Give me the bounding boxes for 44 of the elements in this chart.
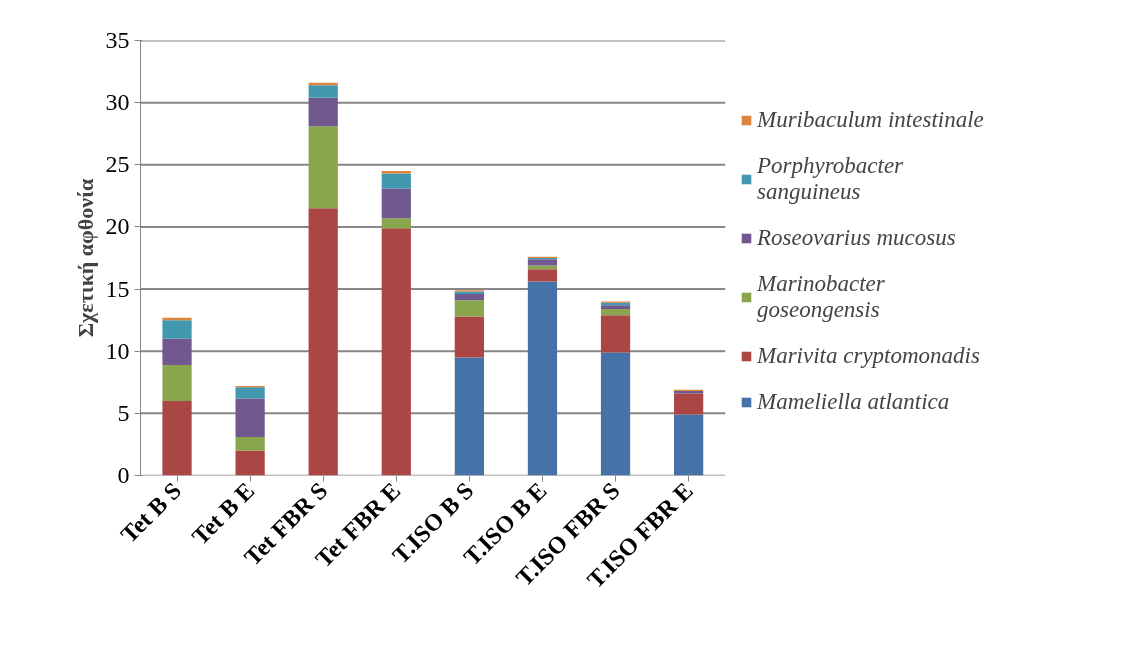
- bar: [381, 188, 411, 219]
- legend-label: Marinobacter goseongensis: [757, 271, 885, 323]
- bar: [600, 308, 631, 316]
- bar: [381, 173, 411, 189]
- legend-label: Porphyrobacter sanguineus: [757, 153, 904, 205]
- legend-label: Marivita cryptomonadis: [757, 343, 980, 369]
- y-tick-label: 25: [105, 151, 130, 178]
- y-tick-label: 5: [117, 399, 130, 426]
- bar: [674, 393, 704, 415]
- bar: [235, 450, 265, 476]
- y-tick-label: 30: [105, 89, 130, 116]
- y-tick-label: 20: [105, 213, 130, 240]
- y-tick-label: 0: [117, 462, 130, 488]
- y-tick-label: 35: [105, 27, 130, 53]
- bar: [454, 300, 484, 317]
- y-tick-label: 10: [105, 337, 130, 364]
- bar: [308, 97, 338, 127]
- bar: [454, 294, 484, 301]
- bar: [162, 364, 192, 401]
- bar: [527, 269, 558, 282]
- bar: [162, 338, 192, 365]
- bar: [527, 259, 558, 266]
- bar: [235, 398, 265, 437]
- bar: [454, 316, 484, 358]
- bar: [235, 387, 265, 399]
- bar: [308, 85, 338, 98]
- bar: [162, 320, 192, 339]
- y-tick-label: 15: [105, 275, 130, 302]
- bar: [308, 126, 338, 209]
- bar: [600, 352, 631, 476]
- y-axis-title: Σχετική αφθονία: [72, 178, 98, 338]
- bar: [454, 357, 484, 476]
- bar: [674, 414, 704, 476]
- legend-label: Roseovarius mucosus: [757, 225, 956, 251]
- bar: [162, 400, 192, 476]
- bar: [235, 436, 265, 451]
- legend-label: Mameliella atlantica: [757, 389, 950, 415]
- bar: [308, 208, 338, 476]
- bar: [527, 265, 558, 270]
- bar: [381, 228, 411, 476]
- legend-label: Muribaculum intestinale: [757, 107, 984, 133]
- bar: [527, 281, 558, 476]
- bar: [381, 218, 411, 229]
- bar: [600, 315, 631, 353]
